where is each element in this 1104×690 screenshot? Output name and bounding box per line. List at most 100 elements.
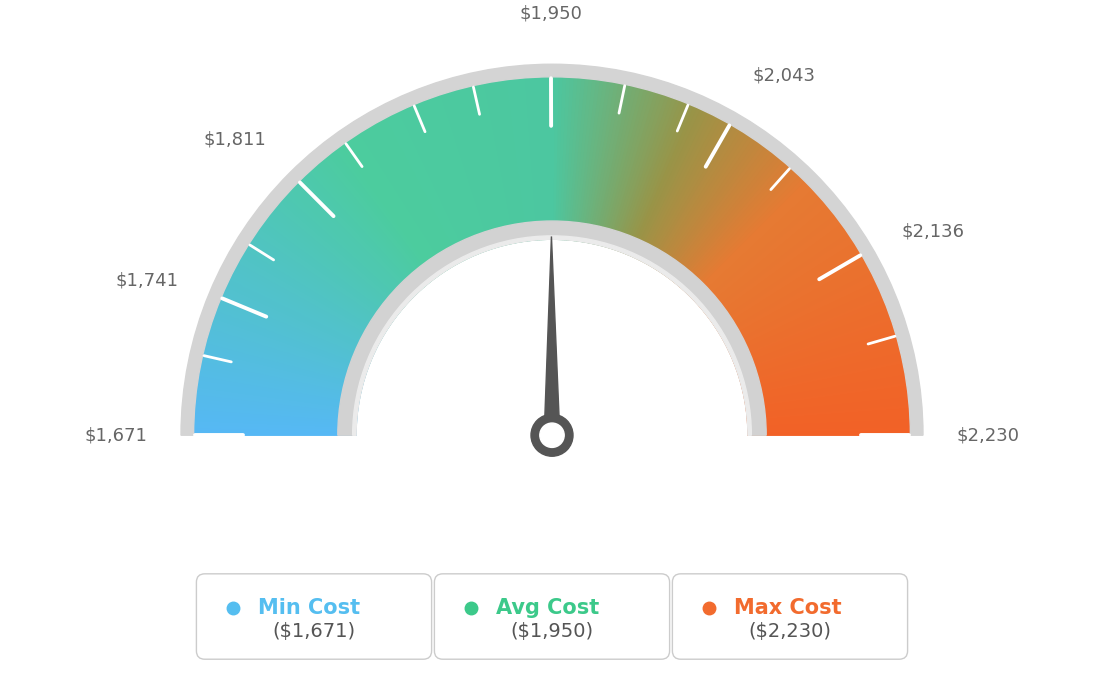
Wedge shape — [224, 286, 374, 355]
Wedge shape — [684, 171, 797, 293]
Wedge shape — [272, 210, 400, 313]
Wedge shape — [739, 324, 894, 377]
Wedge shape — [747, 402, 909, 419]
Wedge shape — [247, 243, 386, 332]
Wedge shape — [747, 420, 910, 429]
Circle shape — [540, 423, 564, 447]
Wedge shape — [562, 77, 574, 239]
Wedge shape — [240, 256, 382, 339]
Wedge shape — [586, 83, 619, 243]
Wedge shape — [304, 174, 417, 294]
Wedge shape — [749, 431, 911, 435]
Wedge shape — [296, 181, 413, 298]
Wedge shape — [211, 321, 367, 375]
Wedge shape — [518, 78, 535, 240]
Wedge shape — [725, 269, 871, 346]
Wedge shape — [274, 207, 401, 312]
Wedge shape — [459, 88, 503, 246]
Wedge shape — [481, 83, 516, 243]
Wedge shape — [745, 375, 906, 404]
Wedge shape — [390, 115, 465, 261]
Wedge shape — [688, 177, 803, 295]
Wedge shape — [581, 81, 608, 242]
Wedge shape — [737, 317, 892, 373]
Wedge shape — [634, 110, 704, 258]
Wedge shape — [673, 155, 777, 283]
Text: $1,950: $1,950 — [519, 4, 582, 22]
Wedge shape — [730, 286, 880, 355]
Wedge shape — [452, 90, 499, 247]
Wedge shape — [728, 276, 874, 350]
Wedge shape — [197, 391, 358, 413]
Wedge shape — [697, 193, 818, 304]
Wedge shape — [234, 266, 380, 344]
Wedge shape — [507, 79, 530, 241]
Wedge shape — [208, 332, 364, 381]
Wedge shape — [431, 97, 488, 251]
Circle shape — [531, 414, 573, 456]
Wedge shape — [485, 83, 518, 243]
Wedge shape — [376, 121, 457, 264]
Wedge shape — [514, 79, 533, 240]
Wedge shape — [209, 328, 365, 379]
Wedge shape — [351, 137, 444, 273]
Wedge shape — [215, 310, 369, 369]
Wedge shape — [736, 314, 891, 371]
FancyBboxPatch shape — [672, 574, 907, 659]
Wedge shape — [707, 215, 838, 317]
Wedge shape — [743, 353, 902, 393]
Wedge shape — [643, 117, 721, 262]
Wedge shape — [259, 224, 393, 322]
Wedge shape — [353, 135, 445, 272]
Wedge shape — [744, 361, 903, 397]
Wedge shape — [747, 409, 910, 423]
Text: $2,043: $2,043 — [753, 66, 816, 84]
Wedge shape — [613, 95, 667, 250]
Wedge shape — [747, 428, 911, 433]
Wedge shape — [636, 111, 708, 259]
Wedge shape — [666, 143, 763, 277]
Wedge shape — [559, 77, 567, 239]
Wedge shape — [338, 146, 437, 278]
Wedge shape — [724, 263, 868, 343]
Wedge shape — [442, 93, 493, 249]
Wedge shape — [373, 123, 456, 266]
Wedge shape — [720, 250, 860, 335]
Wedge shape — [699, 198, 824, 307]
Wedge shape — [647, 121, 728, 264]
Wedge shape — [344, 141, 440, 275]
Wedge shape — [721, 253, 862, 337]
Wedge shape — [288, 190, 410, 303]
Wedge shape — [679, 161, 786, 287]
Wedge shape — [544, 77, 550, 239]
Text: ($1,671): ($1,671) — [273, 622, 355, 641]
Wedge shape — [338, 221, 766, 435]
Wedge shape — [210, 324, 365, 377]
Wedge shape — [743, 357, 903, 395]
Wedge shape — [639, 115, 714, 261]
Wedge shape — [245, 246, 385, 334]
Wedge shape — [702, 204, 828, 310]
Wedge shape — [677, 159, 784, 286]
Wedge shape — [363, 128, 450, 268]
Wedge shape — [197, 383, 358, 408]
Wedge shape — [216, 307, 369, 367]
Wedge shape — [672, 152, 775, 282]
Text: $1,741: $1,741 — [115, 271, 179, 289]
Wedge shape — [233, 269, 379, 346]
Wedge shape — [262, 221, 394, 320]
Wedge shape — [616, 97, 673, 251]
Wedge shape — [560, 77, 571, 239]
Wedge shape — [348, 139, 442, 275]
Wedge shape — [744, 368, 904, 400]
Wedge shape — [238, 259, 381, 341]
Wedge shape — [541, 77, 548, 239]
Wedge shape — [566, 78, 582, 240]
Wedge shape — [735, 307, 888, 367]
Text: $1,811: $1,811 — [203, 130, 266, 149]
Wedge shape — [664, 141, 760, 275]
Wedge shape — [223, 290, 373, 357]
Wedge shape — [583, 81, 612, 242]
Wedge shape — [307, 171, 420, 293]
Wedge shape — [631, 108, 701, 257]
